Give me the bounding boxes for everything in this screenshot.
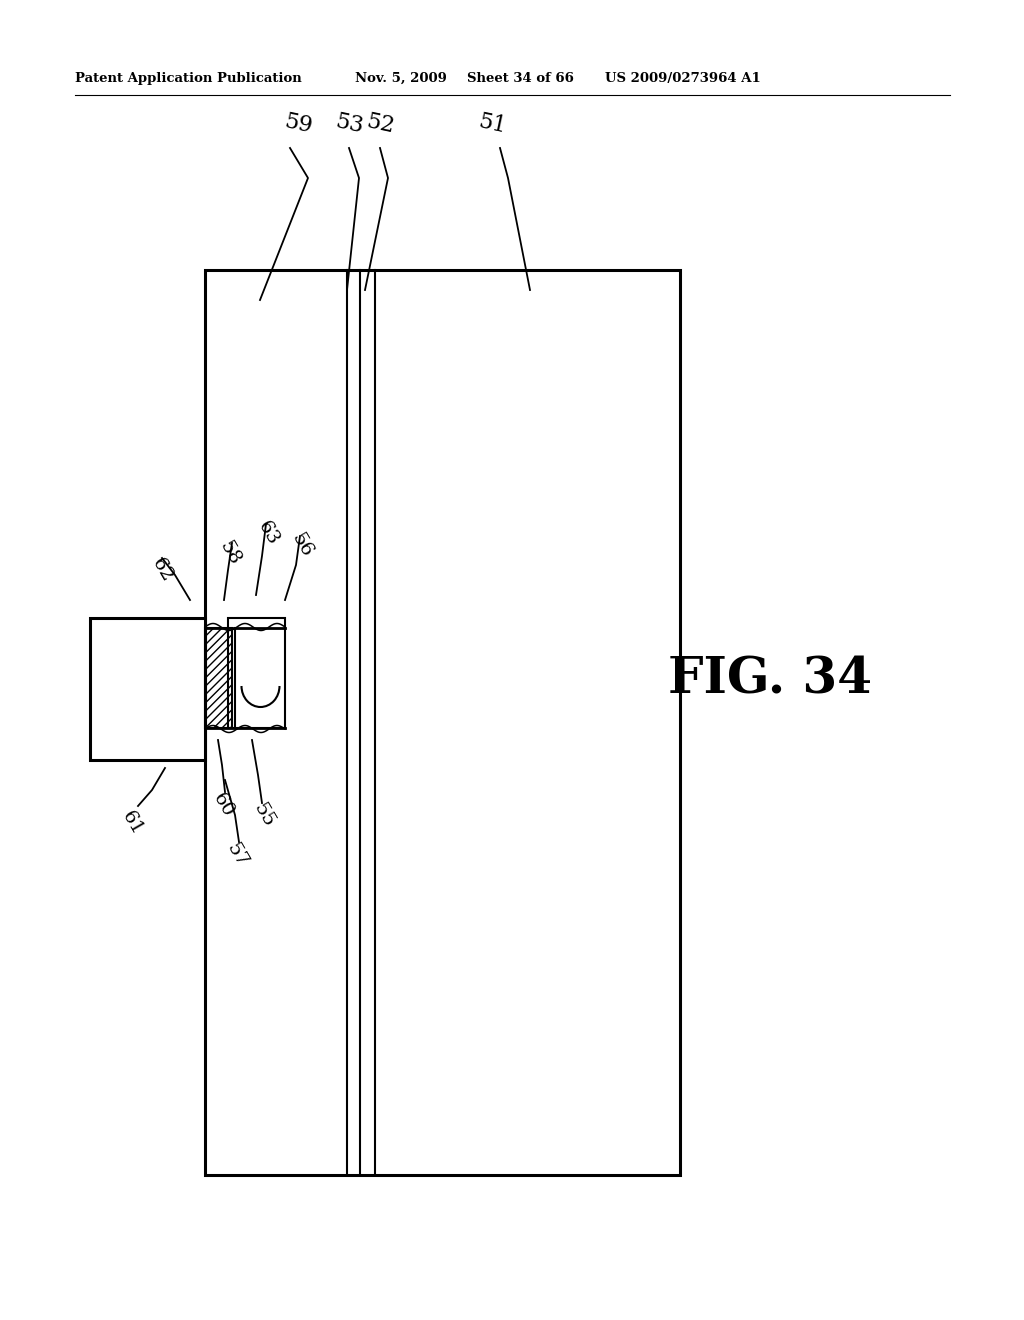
- Text: 52: 52: [364, 111, 396, 139]
- Bar: [228, 618, 285, 729]
- Text: 58: 58: [216, 539, 244, 569]
- Text: 53: 53: [333, 111, 366, 139]
- Bar: [90, 618, 205, 760]
- Text: 61: 61: [118, 808, 146, 838]
- Text: 60: 60: [209, 789, 237, 821]
- Text: Nov. 5, 2009: Nov. 5, 2009: [355, 73, 446, 84]
- Text: 55: 55: [250, 800, 278, 830]
- Text: 62: 62: [148, 554, 176, 586]
- Text: 63: 63: [254, 517, 282, 549]
- Text: 59: 59: [282, 111, 314, 139]
- Text: 57: 57: [223, 840, 251, 870]
- Text: Sheet 34 of 66: Sheet 34 of 66: [467, 73, 573, 84]
- Text: 56: 56: [288, 531, 316, 561]
- Bar: [205, 271, 680, 1175]
- Bar: [205, 628, 232, 729]
- Text: 51: 51: [476, 111, 508, 139]
- Text: FIG. 34: FIG. 34: [668, 656, 872, 705]
- Text: US 2009/0273964 A1: US 2009/0273964 A1: [605, 73, 761, 84]
- Text: Patent Application Publication: Patent Application Publication: [75, 73, 302, 84]
